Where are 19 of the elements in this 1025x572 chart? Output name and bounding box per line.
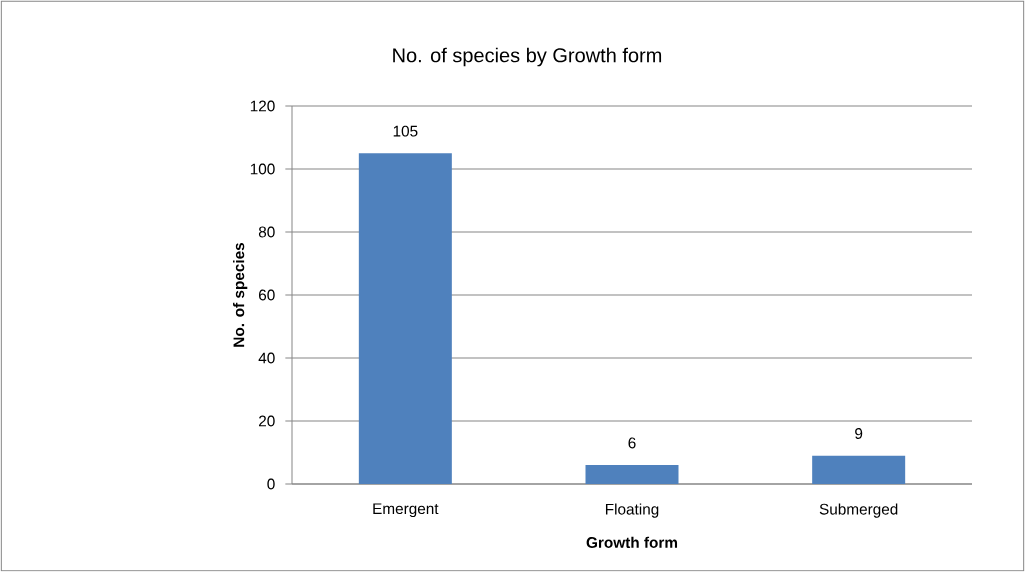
data-label: 6 (628, 437, 636, 449)
y-axis-title: No. of species (233, 242, 248, 347)
bar (358, 153, 452, 484)
y-tick-label: 20 (259, 415, 275, 427)
y-tick-label: 100 (250, 163, 275, 175)
chart-title: No. of species by Growth form (393, 47, 662, 67)
y-tick-label: 80 (258, 226, 275, 238)
y-tick-label: 120 (250, 100, 275, 112)
x-tick-label: Floating (605, 503, 659, 518)
data-label: 9 (855, 428, 863, 439)
x-axis-title: Growth form (586, 536, 678, 548)
x-tick-label: Emergent (373, 503, 439, 518)
y-tick-label: 0 (267, 478, 275, 490)
data-label: 105 (393, 125, 418, 137)
y-tick-label: 60 (259, 289, 275, 301)
bar (812, 455, 906, 484)
bar (585, 465, 679, 484)
x-tick-label: Submerged (819, 503, 898, 518)
y-tick-label: 40 (258, 352, 275, 364)
